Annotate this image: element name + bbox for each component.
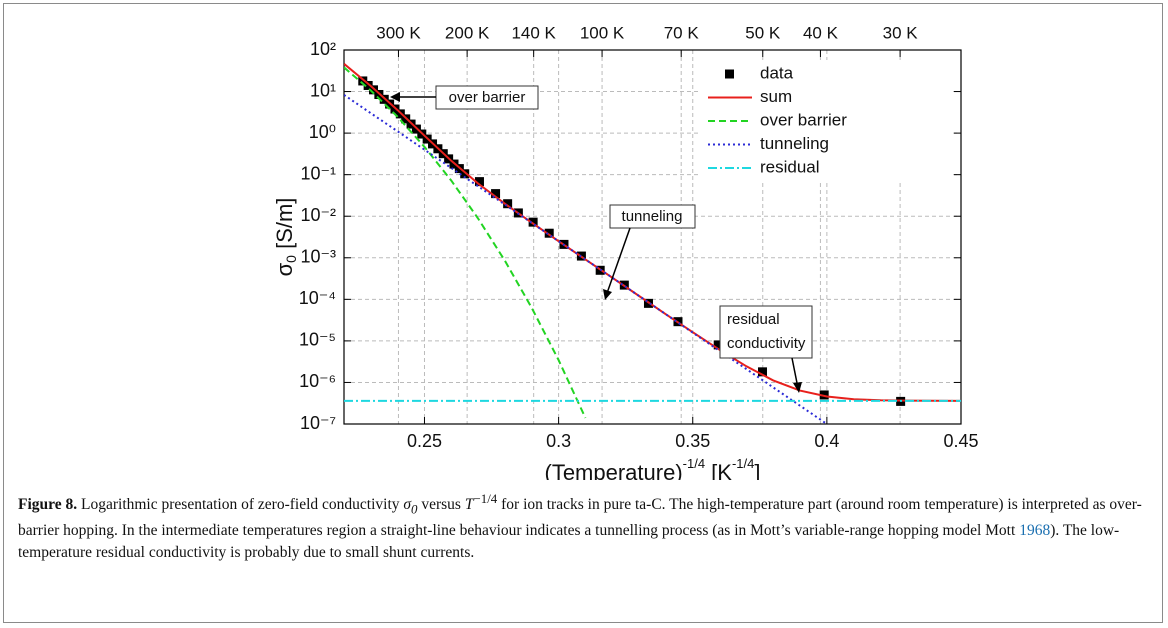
- annotation-arrow: [605, 227, 631, 297]
- annotation-text: tunneling: [622, 208, 683, 225]
- x-tick-label: 0.3: [546, 431, 571, 451]
- chart: 10² 10¹ 10⁰ 10⁻¹ 10⁻² 10⁻³ 10⁻⁴ 10⁻⁵ 10⁻⁶ 10⁻⁷ 0.2…: [272, 23, 979, 480]
- data-point: [503, 199, 513, 209]
- y-axis-label-part: σ: [272, 262, 297, 276]
- y-tick-label: 10⁻¹: [300, 163, 336, 183]
- x-tick-label: 0.4: [814, 431, 839, 451]
- data-point: [528, 217, 538, 227]
- caption-text: 0: [411, 501, 418, 517]
- x-tick-label: 0.35: [675, 431, 710, 451]
- caption: Figure 8. Logarithmic presentation of ze…: [18, 488, 1143, 564]
- y-tick-label: 10²: [310, 39, 336, 59]
- x-axis-label-part: (Temperature): [545, 460, 683, 480]
- y-tick-label: 10⁻⁷: [300, 413, 336, 433]
- x2-tick-label: 200 K: [445, 23, 490, 42]
- data-point: [369, 85, 379, 95]
- x2-tick-label: 40 K: [803, 23, 839, 42]
- y-tick-label: 10⁻⁴: [299, 288, 336, 308]
- x-tick-label: 0.45: [943, 431, 978, 451]
- x-axis-label-part: [K: [705, 460, 732, 480]
- caption-text: T: [464, 496, 474, 514]
- legend-label: over barrier: [760, 110, 847, 129]
- arrow-head: [793, 382, 802, 393]
- y-tick-label: 10⁻²: [300, 205, 336, 225]
- legend-marker: [725, 69, 734, 79]
- data-point: [713, 340, 723, 350]
- data-point: [460, 169, 470, 179]
- y-tick-label: 10⁻⁶: [299, 371, 336, 391]
- annotation-text: residual: [727, 311, 780, 328]
- y-axis-label-part: 0: [283, 255, 299, 263]
- y-axis-label-part: [S/m]: [272, 198, 297, 255]
- series-line: [344, 94, 828, 424]
- x2-tick-label: 100 K: [580, 23, 625, 42]
- data-point: [491, 189, 501, 199]
- x-axis-label-part: -1/4: [683, 456, 705, 471]
- arrow-head: [390, 92, 400, 102]
- data-point: [757, 367, 767, 377]
- annotation-residual: residual conductivity: [719, 305, 813, 393]
- series: [344, 63, 961, 402]
- caption-text: for ion tracks in pure ta-C. The high-te…: [18, 496, 1142, 540]
- annotation-box: [609, 204, 696, 229]
- caption-text: σ: [403, 496, 412, 514]
- y-tick-label: 10⁻⁵: [299, 330, 336, 350]
- caption-text: −1/4: [473, 491, 498, 506]
- caption-text: ). The low-temperature residual conducti…: [18, 522, 1120, 562]
- figure: 10² 10¹ 10⁰ 10⁻¹ 10⁻² 10⁻³ 10⁻⁴ 10⁻⁵ 10⁻⁶ 10⁻⁷ 0.2…: [3, 3, 1163, 623]
- caption-text: Logarithmic presentation of zero-field c…: [81, 496, 404, 514]
- annotation-box: [719, 305, 813, 359]
- caption-label: Figure 8.: [18, 496, 78, 514]
- y-tick-label: 10⁻³: [300, 247, 336, 267]
- x2-tick-label: 70 K: [664, 23, 700, 42]
- data-point: [358, 76, 368, 86]
- series-line: [344, 66, 587, 419]
- plot-frame: [343, 49, 962, 425]
- caption-link[interactable]: 1968: [1019, 522, 1051, 540]
- x-axis-label-part: ]: [754, 460, 760, 480]
- legend-label: data: [760, 63, 794, 82]
- annotation-over-barrier: over barrier: [390, 85, 539, 110]
- annotation-text: conductivity: [727, 335, 806, 352]
- legend-label: sum: [760, 87, 792, 106]
- arrow-head: [603, 289, 612, 300]
- legend-label: residual: [760, 157, 820, 176]
- x2-tick-label: 300 K: [376, 23, 421, 42]
- data-point: [474, 177, 484, 187]
- x2-tick-label: 30 K: [883, 23, 919, 42]
- data-point: [363, 80, 373, 90]
- series: [344, 66, 587, 419]
- annotation-text: over barrier: [449, 89, 526, 106]
- annotation-tunneling: tunneling: [603, 204, 696, 300]
- x2-tick-label: 140 K: [511, 23, 556, 42]
- x-axis-label: (Temperature)-1/4 [K-1/4]: [545, 456, 761, 480]
- x-axis-label-part: -1/4: [732, 456, 754, 471]
- series: [344, 94, 828, 424]
- series-line: [344, 63, 961, 402]
- x2-tick-label: 50 K: [745, 23, 781, 42]
- y-tick-label: 10⁰: [309, 122, 336, 142]
- x-tick-label: 0.25: [407, 431, 442, 451]
- caption-text: versus: [417, 496, 465, 514]
- y-axis-label: σ0 [S/m]: [272, 198, 299, 277]
- data-point: [544, 228, 554, 238]
- legend-label: tunneling: [760, 134, 829, 153]
- y-tick-label: 10¹: [310, 80, 336, 100]
